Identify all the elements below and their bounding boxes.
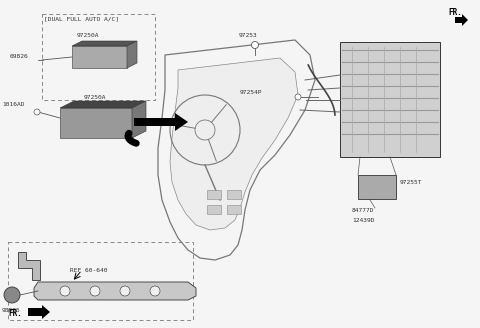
Circle shape <box>120 286 130 296</box>
Polygon shape <box>18 252 40 280</box>
Circle shape <box>252 42 259 49</box>
Polygon shape <box>72 46 127 68</box>
Text: 1016AD: 1016AD <box>2 102 24 108</box>
Text: 97250A: 97250A <box>77 33 99 38</box>
Text: 97255T: 97255T <box>400 180 422 186</box>
Text: 69826: 69826 <box>10 54 29 59</box>
Text: [DUAL FULL AUTO A/C]: [DUAL FULL AUTO A/C] <box>44 16 119 21</box>
Text: 97254P: 97254P <box>240 90 263 94</box>
Polygon shape <box>170 58 298 230</box>
Text: 84777D: 84777D <box>352 208 374 213</box>
Bar <box>42 14 155 100</box>
Polygon shape <box>72 41 137 46</box>
Polygon shape <box>134 113 188 131</box>
Circle shape <box>90 286 100 296</box>
Bar <box>207 190 221 199</box>
Bar <box>227 190 241 199</box>
Polygon shape <box>28 305 50 319</box>
Circle shape <box>4 287 20 303</box>
Circle shape <box>150 286 160 296</box>
Text: FR.: FR. <box>448 8 462 17</box>
Text: 97253: 97253 <box>239 33 257 38</box>
Bar <box>8 242 193 320</box>
Polygon shape <box>455 14 468 26</box>
Bar <box>358 175 396 199</box>
Bar <box>227 205 241 214</box>
Text: FR.: FR. <box>8 309 22 318</box>
Text: 98985: 98985 <box>2 308 21 313</box>
Circle shape <box>60 286 70 296</box>
Circle shape <box>34 109 40 115</box>
Polygon shape <box>60 108 132 138</box>
Circle shape <box>295 94 301 100</box>
Bar <box>340 42 440 157</box>
Polygon shape <box>34 282 196 300</box>
Polygon shape <box>60 101 146 108</box>
Polygon shape <box>127 41 137 68</box>
Bar <box>207 205 221 214</box>
Text: 97250A: 97250A <box>84 95 106 100</box>
Text: REF 60-640: REF 60-640 <box>70 268 108 273</box>
Polygon shape <box>132 101 146 138</box>
Text: 12439D: 12439D <box>352 218 374 223</box>
